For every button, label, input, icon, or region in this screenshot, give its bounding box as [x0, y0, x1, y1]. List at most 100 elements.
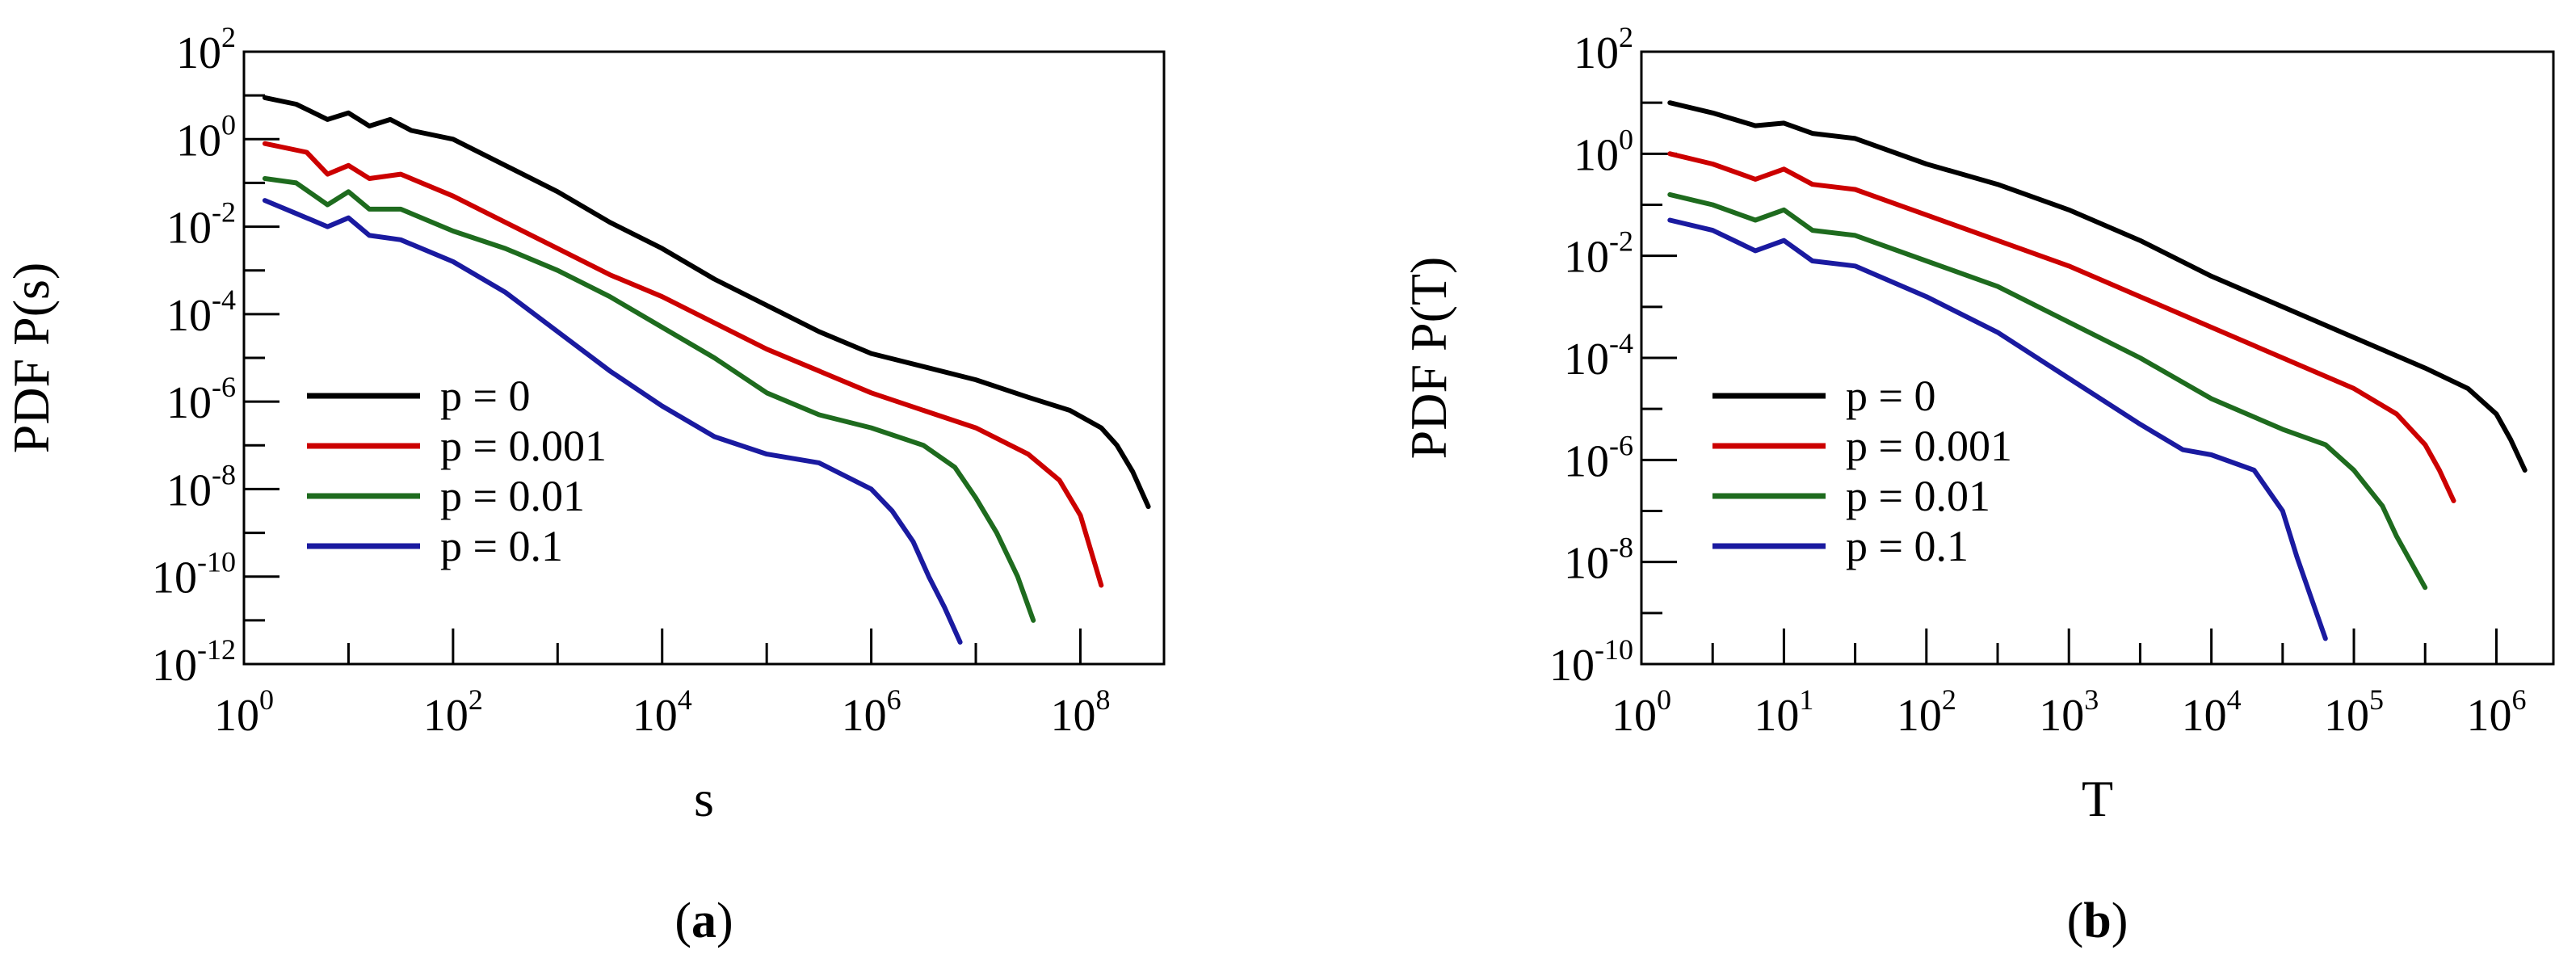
tick-exponent: 8 — [1095, 683, 1110, 716]
tick-base: 10 — [166, 378, 212, 428]
tick-exponent: 3 — [2084, 683, 2099, 716]
tick-base: 10 — [1549, 641, 1595, 691]
x-tick-label: 105 — [2324, 683, 2384, 741]
tick-base: 10 — [2466, 691, 2511, 741]
y-tick-label: 10-10 — [1549, 633, 1633, 691]
tick-base: 10 — [1574, 28, 1619, 78]
tick-exponent: -6 — [212, 371, 236, 403]
tick-base: 10 — [214, 691, 259, 741]
tick-base: 10 — [1897, 691, 1942, 741]
panel-letter: a — [691, 893, 716, 948]
tick-base: 10 — [176, 28, 221, 78]
legend-label: p = 0.01 — [440, 472, 585, 520]
panel-label: (b) — [2067, 893, 2128, 948]
panel-b: 100 101 102 103 104 105 10610210010-210-410-61… — [1400, 21, 2555, 948]
legend-label: p = 0 — [440, 372, 530, 420]
y-tick-label: 10-2 — [166, 196, 236, 254]
legend-label: p = 0.1 — [440, 522, 563, 570]
legend-label: p = 0.001 — [1846, 422, 2012, 470]
y-tick-label: 10-2 — [1564, 225, 1633, 283]
tick-base: 10 — [2039, 691, 2084, 741]
tick-exponent: -2 — [1609, 225, 1633, 258]
tick-exponent: -2 — [212, 196, 236, 229]
tick-exponent: -6 — [1609, 429, 1633, 461]
plot-frame — [242, 50, 1166, 666]
y-tick-label: 10-10 — [152, 546, 236, 603]
tick-exponent: 5 — [2369, 683, 2384, 716]
panel-letter: b — [2083, 893, 2111, 948]
tick-base: 10 — [1050, 691, 1095, 741]
x-tick-label: 103 — [2039, 683, 2099, 741]
series-line — [262, 95, 1151, 510]
y-tick-label: 10-4 — [166, 284, 236, 341]
legend-label: p = 0.1 — [1846, 522, 1969, 570]
x-tick-label: 100 — [214, 683, 274, 741]
tick-base: 10 — [1612, 691, 1657, 741]
series-line — [262, 176, 1036, 623]
tick-base: 10 — [423, 691, 469, 741]
x-axis-title: T — [2082, 770, 2113, 827]
x-tick-label: 104 — [632, 683, 692, 741]
tick-base: 10 — [632, 691, 678, 741]
y-tick-label: 10-6 — [166, 371, 236, 428]
tick-base: 10 — [842, 691, 887, 741]
tick-base: 10 — [152, 641, 197, 691]
x-tick-label: 102 — [1897, 683, 1956, 741]
tick-base: 10 — [2182, 691, 2227, 741]
series-line — [1667, 217, 2328, 641]
tick-base: 10 — [166, 204, 212, 254]
series-line — [1667, 100, 2528, 473]
y-tick-label: 10-4 — [1564, 327, 1633, 385]
x-axis-title: s — [694, 770, 714, 827]
series-line — [1667, 191, 2428, 591]
y-tick-label: 10-6 — [1564, 429, 1633, 486]
tick-exponent: -12 — [197, 633, 236, 666]
x-tick-label: 101 — [1754, 683, 1813, 741]
series-line — [262, 141, 1104, 588]
tick-base: 10 — [1564, 436, 1609, 486]
tick-exponent: 0 — [259, 683, 274, 716]
tick-exponent: -8 — [212, 458, 236, 490]
tick-exponent: 0 — [1619, 123, 1633, 155]
tick-exponent: 2 — [469, 683, 483, 716]
tick-exponent: -10 — [197, 546, 236, 578]
tick-exponent: 4 — [678, 683, 692, 716]
x-tick-label: 106 — [842, 683, 901, 741]
tick-base: 10 — [1564, 334, 1609, 385]
tick-exponent: 4 — [2227, 683, 2242, 716]
x-tick-label: 108 — [1050, 683, 1110, 741]
x-tick-label: 104 — [2182, 683, 2242, 741]
legend-label: p = 0.01 — [1846, 472, 1990, 520]
legend-label: p = 0 — [1846, 372, 1935, 420]
series-line — [262, 198, 963, 645]
panel-label: (a) — [674, 893, 733, 948]
tick-base: 10 — [1574, 130, 1619, 180]
tick-base: 10 — [1564, 233, 1609, 283]
x-tick-label: 100 — [1612, 683, 1671, 741]
y-tick-label: 100 — [176, 108, 236, 166]
tick-exponent: 2 — [221, 21, 236, 53]
tick-base: 10 — [1754, 691, 1799, 741]
tick-base: 10 — [152, 553, 197, 603]
tick-base: 10 — [1564, 539, 1609, 589]
tick-exponent: 6 — [2511, 683, 2526, 716]
x-tick-label: 106 — [2466, 683, 2526, 741]
y-tick-label: 102 — [176, 21, 236, 78]
y-tick-label: 10-12 — [152, 633, 236, 691]
tick-base: 10 — [166, 291, 212, 341]
tick-exponent: 6 — [887, 683, 901, 716]
tick-exponent: -4 — [1609, 327, 1633, 359]
tick-base: 10 — [176, 116, 221, 166]
y-axis-title: PDF P(T) — [1400, 257, 1457, 460]
tick-exponent: 0 — [1657, 683, 1671, 716]
x-tick-label: 102 — [423, 683, 483, 741]
series-line — [1667, 151, 2456, 503]
tick-exponent: 2 — [1619, 21, 1633, 53]
tick-exponent: -8 — [1609, 532, 1633, 564]
panel-a: 100 102 104 106 10810210010-210-410-610-810-… — [2, 21, 1166, 948]
tick-exponent: 2 — [1942, 683, 1956, 716]
tick-exponent: -10 — [1595, 633, 1633, 666]
